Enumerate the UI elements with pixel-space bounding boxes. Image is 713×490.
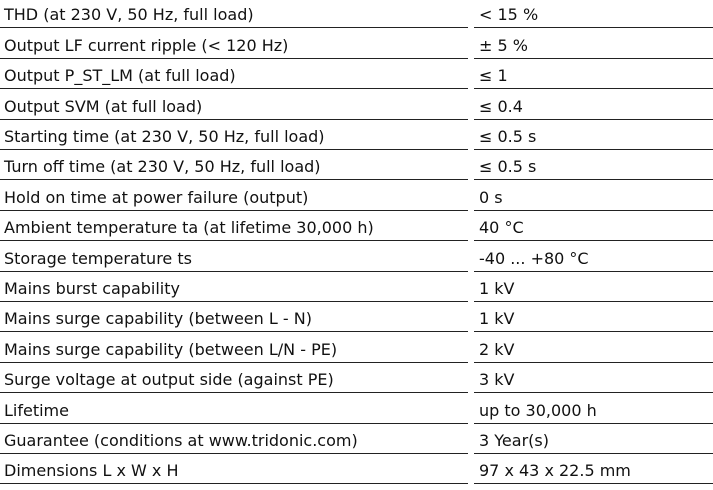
- parameter-name: Mains burst capability: [0, 274, 468, 302]
- parameter-name: Ambient temperature ta (at lifetime 30,0…: [0, 213, 468, 242]
- table-row: Guarantee (conditions at www.tridonic.co…: [0, 426, 713, 456]
- parameter-name: THD (at 230 V, 50 Hz, full load): [0, 0, 468, 29]
- parameter-name: Surge voltage at output side (against PE…: [0, 365, 468, 394]
- parameter-value: ± 5 %: [474, 31, 713, 59]
- table-row: Storage temperature ts -40 ... +80 °C: [0, 243, 713, 273]
- parameter-value: 40 °C: [474, 213, 713, 242]
- table-row: Lifetime up to 30,000 h: [0, 395, 713, 425]
- parameter-name: Mains surge capability (between L/N - PE…: [0, 335, 468, 363]
- table-row: Surge voltage at output side (against PE…: [0, 365, 713, 395]
- parameter-value: 97 x 43 x 22.5 mm: [474, 456, 713, 485]
- parameter-value: ≤ 0.5 s: [474, 152, 713, 181]
- parameter-value: < 15 %: [474, 0, 713, 29]
- parameter-value: 1 kV: [474, 304, 713, 333]
- table-row: Mains burst capability 1 kV: [0, 274, 713, 304]
- parameter-value: ≤ 0.4: [474, 92, 713, 120]
- parameter-value: 1 kV: [474, 274, 713, 302]
- parameter-value: 0 s: [474, 183, 713, 211]
- parameter-name: Output SVM (at full load): [0, 92, 468, 120]
- parameter-value: 3 kV: [474, 365, 713, 394]
- parameter-name: Guarantee (conditions at www.tridonic.co…: [0, 426, 468, 454]
- parameter-name: Starting time (at 230 V, 50 Hz, full loa…: [0, 122, 468, 150]
- parameter-name: Hold on time at power failure (output): [0, 183, 468, 211]
- parameter-name: Output P_ST_LM (at full load): [0, 61, 468, 90]
- table-row: Starting time (at 230 V, 50 Hz, full loa…: [0, 122, 713, 152]
- table-row: Output LF current ripple (< 120 Hz) ± 5 %: [0, 30, 713, 60]
- table-row: Turn off time (at 230 V, 50 Hz, full loa…: [0, 152, 713, 182]
- table-row: Mains surge capability (between L/N - PE…: [0, 334, 713, 364]
- table-row: Output SVM (at full load) ≤ 0.4: [0, 91, 713, 121]
- table-row: THD (at 230 V, 50 Hz, full load) < 15 %: [0, 0, 713, 30]
- parameter-name: Lifetime: [0, 396, 468, 424]
- parameter-value: up to 30,000 h: [474, 396, 713, 424]
- parameter-name: Storage temperature ts: [0, 244, 468, 272]
- parameter-value: -40 ... +80 °C: [474, 244, 713, 272]
- parameter-value: ≤ 1: [474, 61, 713, 90]
- table-row: Mains surge capability (between L - N) 1 …: [0, 304, 713, 334]
- table-row: Ambient temperature ta (at lifetime 30,0…: [0, 213, 713, 243]
- parameter-value: 2 kV: [474, 335, 713, 363]
- parameter-value: ≤ 0.5 s: [474, 122, 713, 150]
- table-row: Dimensions L x W x H 97 x 43 x 22.5 mm: [0, 456, 713, 486]
- parameter-name: Output LF current ripple (< 120 Hz): [0, 31, 468, 59]
- table-row: Hold on time at power failure (output) 0 …: [0, 182, 713, 212]
- table-row: Output P_ST_LM (at full load) ≤ 1: [0, 61, 713, 91]
- parameter-name: Dimensions L x W x H: [0, 456, 468, 485]
- parameter-name: Mains surge capability (between L - N): [0, 304, 468, 333]
- parameter-name: Turn off time (at 230 V, 50 Hz, full loa…: [0, 152, 468, 181]
- parameter-value: 3 Year(s): [474, 426, 713, 454]
